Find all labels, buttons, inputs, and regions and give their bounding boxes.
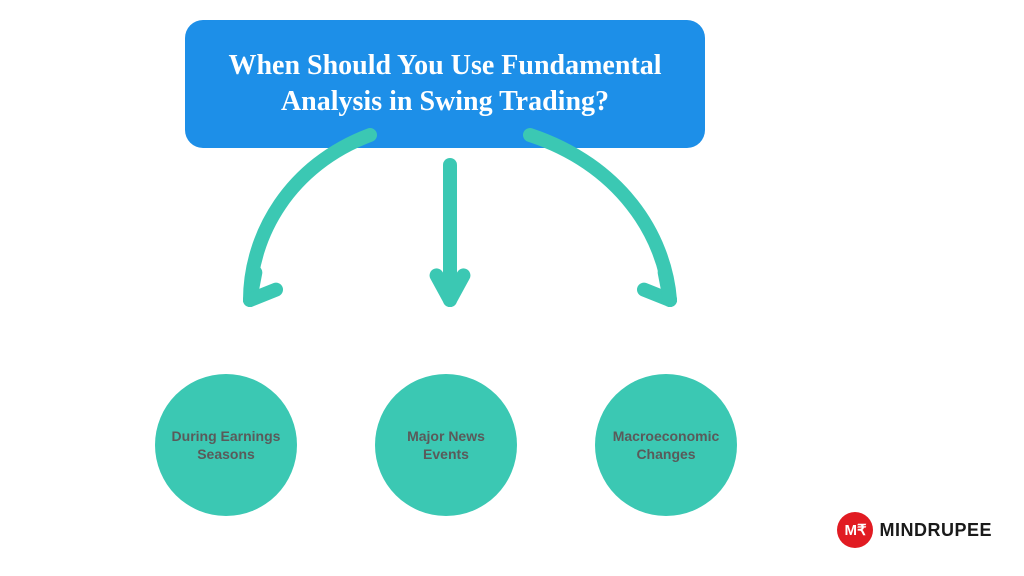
- logo-icon-text: M₹: [844, 521, 866, 539]
- arrow-left: [200, 125, 400, 335]
- circle-news: Major News Events: [375, 374, 517, 516]
- logo-brand-text: MINDRUPEE: [879, 520, 992, 541]
- arrow-center: [390, 155, 510, 335]
- circle-earnings: During Earnings Seasons: [155, 374, 297, 516]
- brand-logo: M₹ MINDRUPEE: [837, 512, 992, 548]
- circle-label: During Earnings Seasons: [165, 427, 287, 463]
- arrow-right: [500, 125, 730, 335]
- circle-label: Major News Events: [385, 427, 507, 463]
- logo-icon: M₹: [837, 512, 873, 548]
- circle-label: Macroeconomic Changes: [605, 427, 727, 463]
- circle-macro: Macroeconomic Changes: [595, 374, 737, 516]
- title-text: When Should You Use Fundamental Analysis…: [225, 48, 665, 121]
